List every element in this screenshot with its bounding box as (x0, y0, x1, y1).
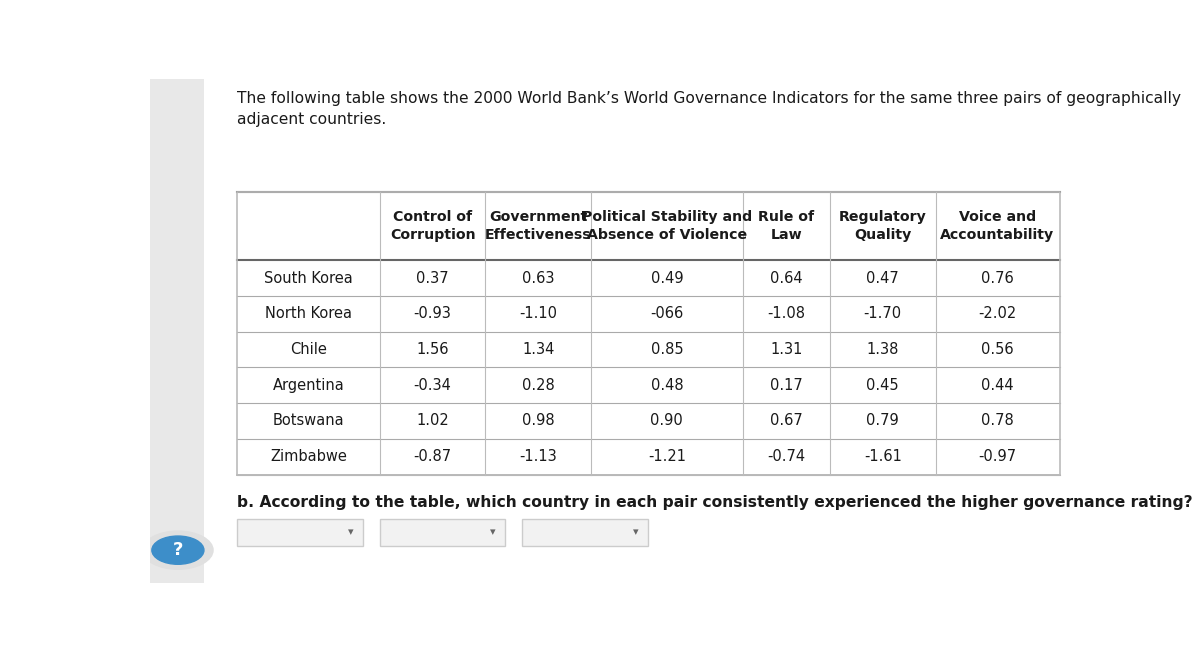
Text: North Korea: North Korea (265, 307, 352, 321)
Text: -0.97: -0.97 (978, 449, 1016, 464)
Text: 0.98: 0.98 (522, 413, 554, 428)
Text: 0.90: 0.90 (650, 413, 683, 428)
Text: 0.67: 0.67 (770, 413, 803, 428)
Text: -1.10: -1.10 (520, 307, 557, 321)
Circle shape (143, 531, 214, 569)
Text: ?: ? (173, 541, 184, 559)
Text: 0.44: 0.44 (982, 378, 1014, 393)
Text: ▾: ▾ (491, 527, 496, 538)
Text: b. According to the table, which country in each pair consistently experienced t: b. According to the table, which country… (238, 495, 1193, 510)
Text: 0.49: 0.49 (650, 271, 683, 286)
Text: Zimbabwe: Zimbabwe (270, 449, 347, 464)
Text: 0.78: 0.78 (982, 413, 1014, 428)
Text: 0.48: 0.48 (650, 378, 683, 393)
Bar (379, 519, 505, 546)
Text: -066: -066 (650, 307, 684, 321)
Text: ▾: ▾ (348, 527, 354, 538)
Text: 0.28: 0.28 (522, 378, 554, 393)
Text: Rule of
Law: Rule of Law (758, 210, 815, 242)
Bar (522, 519, 648, 546)
Text: Political Stability and
Absence of Violence: Political Stability and Absence of Viole… (582, 210, 752, 242)
Text: -0.74: -0.74 (767, 449, 805, 464)
Text: 0.85: 0.85 (650, 342, 683, 357)
Text: Botswana: Botswana (272, 413, 344, 428)
Text: 1.31: 1.31 (770, 342, 803, 357)
Text: The following table shows the 2000 World Bank’s World Governance Indicators for : The following table shows the 2000 World… (238, 91, 1182, 127)
Text: -1.70: -1.70 (864, 307, 901, 321)
Text: -1.61: -1.61 (864, 449, 901, 464)
Text: Government
Effectiveness: Government Effectiveness (485, 210, 592, 242)
Text: -0.34: -0.34 (414, 378, 451, 393)
Text: 1.34: 1.34 (522, 342, 554, 357)
Text: -0.93: -0.93 (414, 307, 451, 321)
Text: 0.76: 0.76 (982, 271, 1014, 286)
Text: Voice and
Accountability: Voice and Accountability (941, 210, 1055, 242)
Text: Argentina: Argentina (272, 378, 344, 393)
Text: 0.63: 0.63 (522, 271, 554, 286)
Text: -2.02: -2.02 (978, 307, 1016, 321)
Text: 1.38: 1.38 (866, 342, 899, 357)
Text: 0.56: 0.56 (982, 342, 1014, 357)
Text: South Korea: South Korea (264, 271, 353, 286)
Text: -1.13: -1.13 (520, 449, 557, 464)
Text: -0.87: -0.87 (414, 449, 451, 464)
Text: 1.02: 1.02 (416, 413, 449, 428)
Text: Chile: Chile (290, 342, 328, 357)
Bar (238, 519, 362, 546)
Text: 0.79: 0.79 (866, 413, 899, 428)
Circle shape (152, 536, 204, 565)
Bar (238, 192, 1060, 474)
Bar (238, 192, 1060, 474)
Text: 0.45: 0.45 (866, 378, 899, 393)
Text: 0.47: 0.47 (866, 271, 899, 286)
Text: 0.64: 0.64 (770, 271, 803, 286)
Text: 0.17: 0.17 (770, 378, 803, 393)
Text: ▾: ▾ (632, 527, 638, 538)
Text: -1.08: -1.08 (767, 307, 805, 321)
Text: Regulatory
Quality: Regulatory Quality (839, 210, 926, 242)
Bar (150, 79, 204, 583)
Text: 0.37: 0.37 (416, 271, 449, 286)
Text: -1.21: -1.21 (648, 449, 686, 464)
Text: 1.56: 1.56 (416, 342, 449, 357)
Text: Control of
Corruption: Control of Corruption (390, 210, 475, 242)
